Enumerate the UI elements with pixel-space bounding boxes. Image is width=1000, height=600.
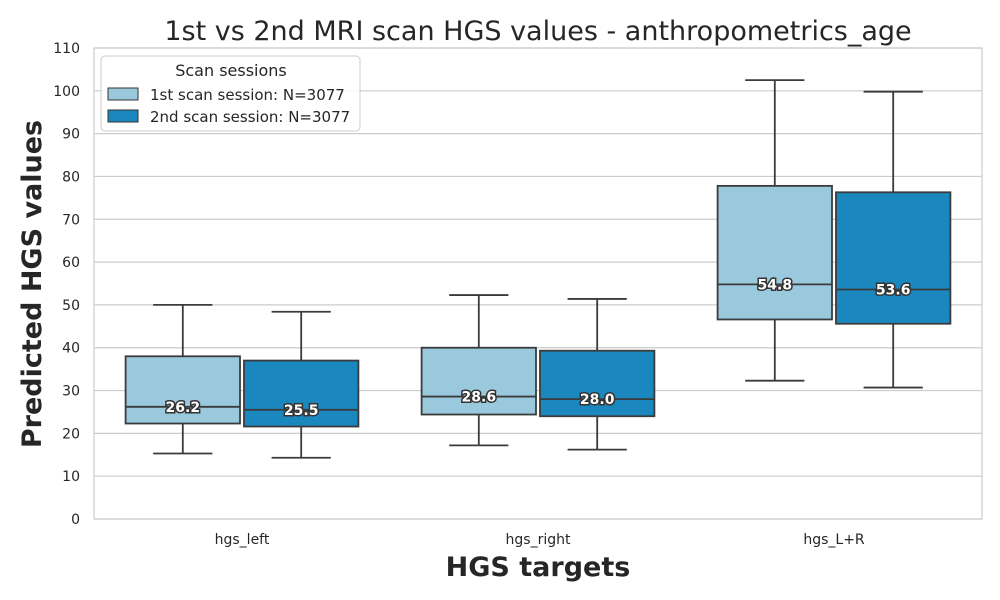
y-tick-label: 30 — [62, 384, 80, 400]
y-tick-label: 10 — [62, 469, 80, 485]
y-tick-label: 90 — [62, 127, 80, 143]
plot-frame — [93, 47, 983, 520]
y-axis-ticks: 0 10 20 30 40 50 60 70 80 90 100 110 — [53, 41, 80, 528]
y-tick-label: 80 — [62, 169, 80, 185]
legend-entry-2nd-scan: 2nd scan session: N=3077 — [150, 108, 350, 126]
median-labels: 26.2 28.6 54.8 25.5 28.0 53.6 — [164, 276, 912, 420]
iqr-box — [420, 346, 537, 416]
median-value-label: 28.6 — [462, 390, 497, 406]
legend-swatch-2nd-scan — [107, 109, 139, 123]
box-hgs_L+R-series-1 — [716, 79, 833, 382]
iqr-box — [716, 184, 833, 321]
chart-title: 1st vs 2nd MRI scan HGS values - anthrop… — [164, 16, 911, 47]
iqr-box — [243, 359, 360, 428]
x-tick-label: hgs_right — [506, 532, 571, 548]
box-hgs_right-series-2 — [539, 298, 656, 451]
y-axis-label: Predicted HGS values — [17, 120, 48, 448]
y-tick-label: 100 — [53, 84, 80, 100]
box-hgs_L+R-series-2 — [835, 90, 952, 389]
y-tick-label: 20 — [62, 426, 80, 442]
box-hgs_left-series-1 — [124, 304, 241, 455]
x-tick-label: hgs_L+R — [803, 532, 865, 548]
iqr-box — [835, 191, 952, 325]
y-tick-label: 0 — [71, 512, 80, 528]
legend-frame — [100, 55, 361, 132]
median-value-label: 26.2 — [166, 400, 201, 416]
legend-title: Scan sessions — [175, 61, 287, 80]
y-tick-label: 60 — [62, 255, 80, 271]
box-hgs_right-series-1 — [420, 294, 537, 447]
median-value-label: 54.8 — [758, 277, 793, 293]
legend: Scan sessions 1st scan session: N=3077 2… — [100, 55, 361, 132]
box-hgs_left-series-2 — [243, 310, 360, 459]
y-tick-label: 70 — [62, 212, 80, 228]
iqr-box — [539, 349, 656, 418]
x-axis-label: HGS targets — [446, 552, 631, 583]
median-value-label: 25.5 — [284, 403, 319, 419]
legend-entry-1st-scan: 1st scan session: N=3077 — [150, 86, 345, 104]
x-axis-ticks: hgs_left hgs_right hgs_L+R — [215, 532, 865, 548]
y-tick-label: 40 — [62, 341, 80, 357]
median-value-label: 28.0 — [580, 392, 615, 408]
y-tick-label: 110 — [53, 41, 80, 57]
legend-swatch-1st-scan — [107, 87, 139, 101]
y-tick-label: 50 — [62, 298, 80, 314]
boxes — [124, 79, 952, 459]
x-tick-label: hgs_left — [215, 532, 270, 548]
median-value-label: 53.6 — [876, 282, 911, 298]
iqr-box — [124, 355, 241, 425]
